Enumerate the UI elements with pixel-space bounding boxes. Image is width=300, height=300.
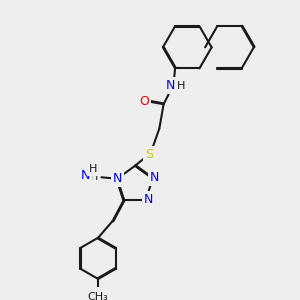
Text: N: N bbox=[144, 193, 154, 206]
Text: N: N bbox=[80, 169, 90, 182]
Text: S: S bbox=[145, 148, 153, 161]
Text: N: N bbox=[112, 172, 122, 185]
Text: H: H bbox=[177, 81, 185, 91]
Text: O: O bbox=[140, 95, 149, 108]
Text: N: N bbox=[149, 171, 159, 184]
Text: CH₃: CH₃ bbox=[88, 292, 109, 300]
Text: H: H bbox=[90, 172, 98, 182]
Text: N: N bbox=[166, 79, 176, 92]
Text: H: H bbox=[88, 164, 97, 174]
